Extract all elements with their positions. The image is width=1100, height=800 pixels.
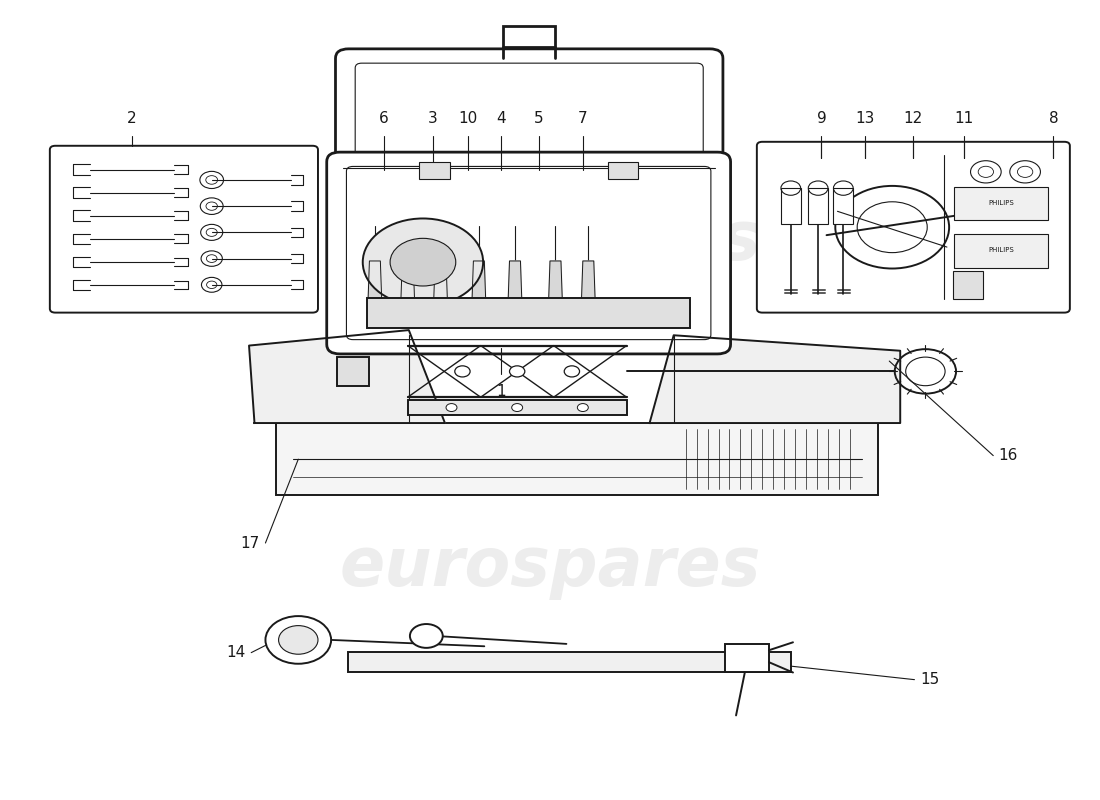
Bar (834, 188, 854, 224)
Circle shape (410, 624, 442, 648)
Text: PHILIPS: PHILIPS (988, 247, 1014, 253)
Circle shape (390, 238, 455, 286)
Polygon shape (471, 261, 486, 325)
Text: 8: 8 (1048, 111, 1058, 126)
FancyBboxPatch shape (757, 142, 1070, 313)
Bar (348, 652, 791, 672)
Bar (419, 162, 450, 179)
Polygon shape (367, 261, 383, 325)
FancyBboxPatch shape (50, 146, 318, 313)
FancyBboxPatch shape (327, 152, 730, 354)
Circle shape (512, 403, 522, 411)
Bar (337, 357, 370, 386)
Bar (808, 188, 828, 224)
Text: 13: 13 (856, 111, 875, 126)
Text: 16: 16 (999, 448, 1019, 463)
Bar (408, 400, 627, 414)
FancyBboxPatch shape (336, 49, 723, 171)
Text: 2: 2 (128, 111, 136, 126)
Text: 9: 9 (816, 111, 826, 126)
Text: 12: 12 (904, 111, 923, 126)
Text: eurospares: eurospares (339, 208, 761, 274)
FancyBboxPatch shape (346, 166, 711, 340)
Polygon shape (400, 261, 416, 325)
Text: 14: 14 (227, 645, 245, 660)
Polygon shape (507, 261, 522, 325)
Circle shape (454, 366, 470, 377)
Text: 4: 4 (496, 111, 506, 126)
Bar (954, 234, 1048, 267)
Bar (276, 423, 878, 495)
Text: 11: 11 (954, 111, 974, 126)
FancyBboxPatch shape (355, 63, 703, 157)
Circle shape (363, 218, 483, 306)
Circle shape (446, 403, 456, 411)
Bar (953, 271, 982, 299)
Polygon shape (581, 261, 596, 325)
Bar (607, 162, 638, 179)
Circle shape (265, 616, 331, 664)
Bar (781, 188, 801, 224)
Bar (725, 644, 769, 673)
Polygon shape (548, 261, 563, 325)
Text: 17: 17 (241, 535, 260, 550)
Text: eurospares: eurospares (339, 534, 761, 600)
Text: 7: 7 (578, 111, 587, 126)
Circle shape (278, 626, 318, 654)
Text: PHILIPS: PHILIPS (988, 200, 1014, 206)
Polygon shape (249, 330, 444, 423)
Text: 10: 10 (459, 111, 477, 126)
Bar (954, 187, 1048, 220)
Circle shape (509, 366, 525, 377)
Text: 15: 15 (920, 672, 939, 687)
Text: 6: 6 (378, 111, 388, 126)
Bar (367, 298, 690, 329)
Polygon shape (650, 335, 900, 423)
Bar (503, 26, 556, 47)
Circle shape (578, 403, 588, 411)
Polygon shape (433, 261, 448, 325)
Text: 5: 5 (535, 111, 543, 126)
Text: 3: 3 (428, 111, 438, 126)
Circle shape (564, 366, 580, 377)
Text: 1: 1 (496, 384, 506, 399)
